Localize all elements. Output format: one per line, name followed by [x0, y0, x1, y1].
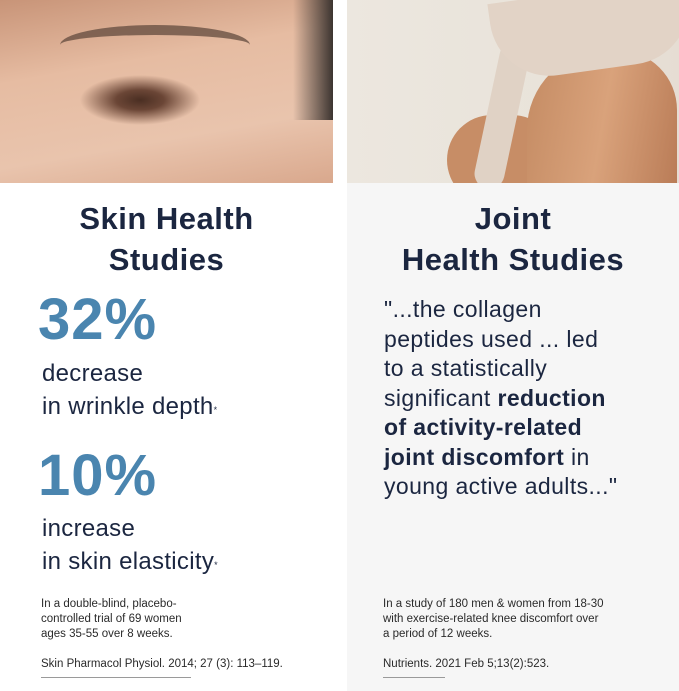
joint-study-note: In a study of 180 men & women from 18-30… [383, 598, 604, 640]
citation-underline [383, 677, 445, 678]
joint-health-panel: Joint Health Studies [347, 0, 679, 691]
joint-health-title: Joint Health Studies [401, 201, 625, 277]
wrinkle-stat-value: 32% [38, 287, 158, 352]
knee-photo [347, 0, 679, 183]
citation-underline [41, 677, 191, 678]
skin-study-citation[interactable]: Skin Pharmacol Physiol. 2014; 27 (3): 11… [41, 658, 283, 670]
joint-study-citation[interactable]: Nutrients. 2021 Feb 5;13(2):523. [383, 658, 550, 670]
eye-closeup-photo [0, 0, 333, 183]
elasticity-stat-label: increase in skin elasticity* [42, 515, 218, 575]
skin-study-note: In a double-blind, placebo-controlled tr… [41, 598, 182, 640]
wrinkle-stat-label: decrease in wrinkle depth* [42, 360, 218, 420]
joint-study-quote: "...the collagen peptides used ... led t… [384, 296, 618, 499]
skin-health-title: Skin Health Studies [79, 201, 254, 277]
skin-health-panel: Skin Health Studies 32% decrease in wrinkl… [0, 0, 333, 691]
elasticity-stat-value: 10% [38, 443, 158, 508]
